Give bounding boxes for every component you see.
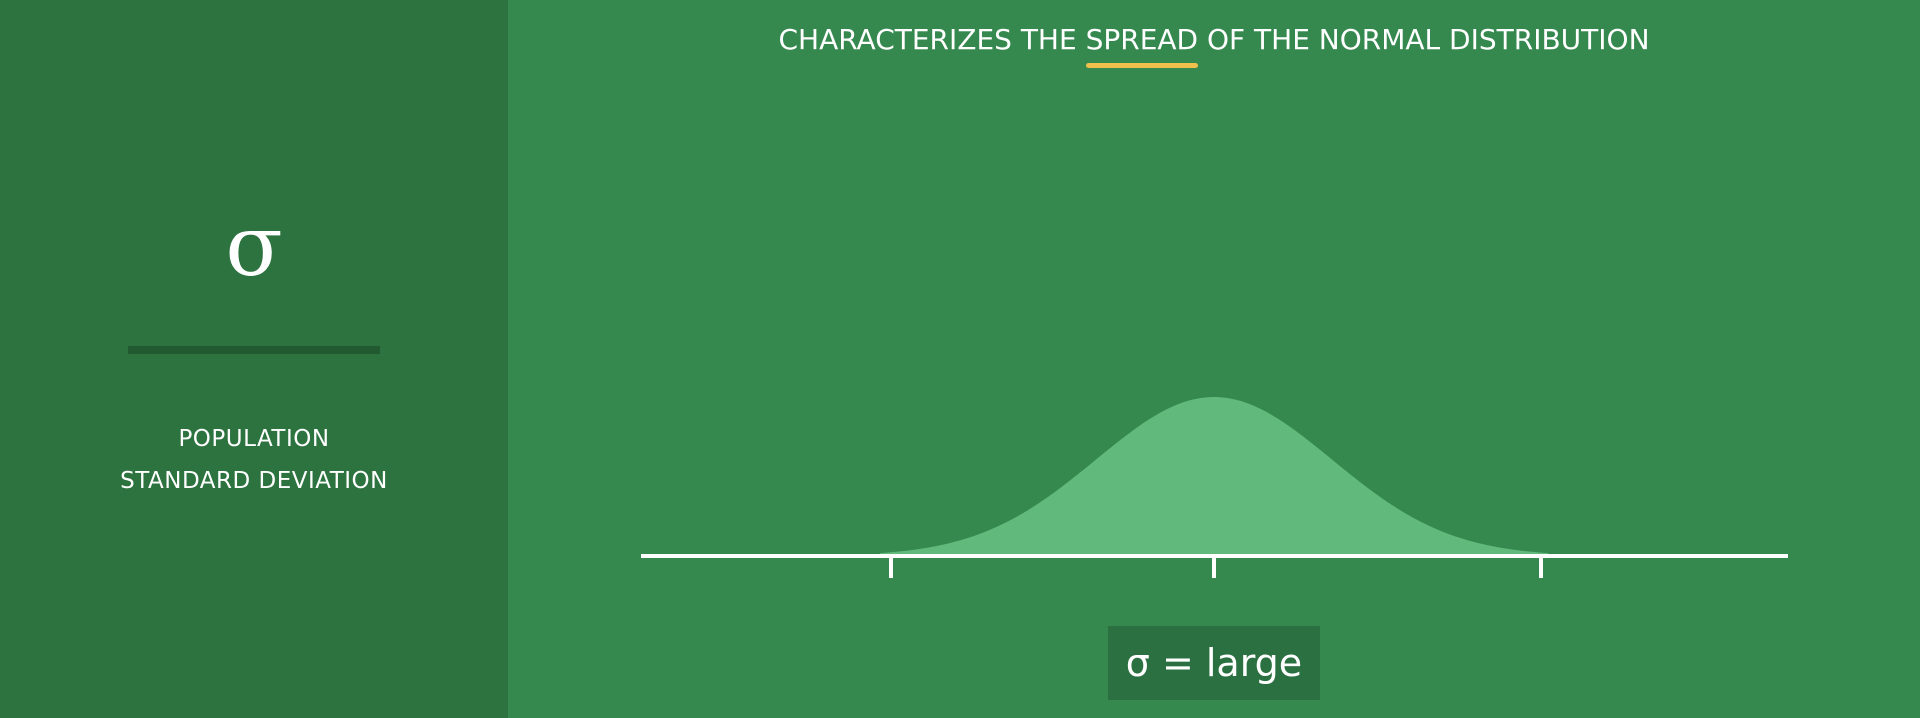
headline-emphasis: SPREAD (1085, 23, 1199, 68)
headline: CHARACTERIZES THE SPREAD OF THE NORMAL D… (508, 22, 1920, 68)
sigma-value-box: σ = large (1108, 626, 1320, 700)
term-line-2: STANDARD DEVIATION (120, 468, 388, 494)
fraction-divider (128, 346, 380, 354)
term-line-1: POPULATION (178, 426, 330, 452)
headline-after: OF THE NORMAL DISTRIBUTION (1198, 23, 1650, 56)
definition-panel: σ POPULATION STANDARD DEVIATION (0, 0, 508, 718)
headline-before: CHARACTERIZES THE (778, 23, 1086, 56)
sigma-symbol: σ (225, 197, 283, 295)
sigma-value-label: σ = large (1125, 641, 1303, 685)
bell-curve (880, 397, 1548, 556)
term-label: POPULATION STANDARD DEVIATION (0, 418, 508, 502)
